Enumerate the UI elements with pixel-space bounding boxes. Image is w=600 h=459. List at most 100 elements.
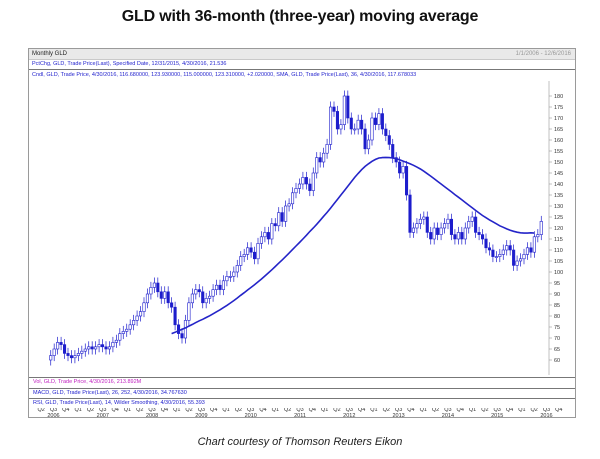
x-quarter-label: Q3: [346, 407, 353, 413]
candle-body: [135, 315, 139, 321]
candle-body: [325, 144, 329, 154]
candle-body: [304, 177, 308, 185]
candle-body: [83, 348, 87, 352]
y-tick-label: 120: [554, 226, 563, 232]
x-quarter-label: Q3: [395, 407, 402, 413]
candle-body: [525, 247, 529, 255]
x-year-label: 2016: [540, 413, 552, 419]
candle-body: [384, 128, 388, 136]
candle-body: [201, 291, 205, 304]
candle-body: [149, 287, 153, 295]
candle-body: [370, 117, 374, 141]
rsi-legend: RSI, GLD, Trade Price(Last), 14, Wilder …: [33, 400, 205, 406]
y-tick-label: 115: [554, 237, 563, 243]
candle-body: [335, 111, 339, 130]
candle-body: [436, 227, 440, 235]
candle-body: [322, 152, 326, 163]
candle-body: [190, 293, 194, 304]
candle-body: [242, 254, 246, 257]
candle-body: [145, 293, 149, 304]
candle-body: [208, 295, 212, 299]
candle-body: [349, 117, 353, 130]
candle-body: [453, 234, 457, 240]
candle-body: [180, 333, 184, 339]
y-tick-label: 65: [554, 347, 560, 353]
candle-body: [121, 331, 125, 334]
candle-body: [484, 238, 488, 249]
x-quarter-label: Q3: [444, 407, 451, 413]
candle-body: [443, 223, 447, 229]
candle-body: [536, 234, 540, 238]
candle-body: [232, 271, 236, 277]
candle-body: [474, 216, 478, 233]
candle-body: [301, 177, 305, 185]
candle-body: [398, 161, 402, 174]
candle-body: [505, 245, 509, 251]
x-year-label: 2013: [392, 413, 404, 419]
candle-body: [246, 247, 250, 255]
candle-body: [367, 139, 371, 150]
candle-body: [284, 205, 288, 222]
x-quarter-label: Q2: [37, 407, 44, 413]
x-quarter-label: Q4: [161, 407, 168, 413]
x-year-label: 2012: [343, 413, 355, 419]
candle-body: [270, 223, 274, 240]
y-tick-label: 155: [554, 149, 563, 155]
x-quarter-label: Q3: [247, 407, 254, 413]
candle-body: [491, 249, 495, 257]
x-quarter-label: Q1: [222, 407, 229, 413]
x-quarter-label: Q3: [148, 407, 155, 413]
x-quarter-label: Q4: [111, 407, 118, 413]
candle-body: [456, 232, 460, 240]
candle-body: [97, 344, 101, 348]
x-quarter-label: Q4: [457, 407, 464, 413]
candle-body: [308, 183, 312, 191]
x-quarter-label: Q1: [321, 407, 328, 413]
pctchg-divider: [29, 69, 575, 70]
x-quarter-label: Q4: [407, 407, 414, 413]
macd-legend: MACD, GLD, Trade Price(Last), 26, 252, 4…: [33, 390, 187, 396]
candle-body: [432, 227, 436, 240]
candle-body: [111, 342, 115, 348]
candle-body: [156, 282, 160, 293]
candle-body: [529, 247, 533, 253]
candle-body: [56, 342, 60, 350]
x-quarter-label: Q2: [432, 407, 439, 413]
x-quarter-label: Q4: [62, 407, 69, 413]
x-quarter-label: Q1: [370, 407, 377, 413]
candle-body: [118, 333, 122, 341]
candle-body: [235, 265, 239, 273]
y-tick-label: 135: [554, 193, 563, 199]
candle-body: [249, 247, 253, 253]
candle-body: [481, 234, 485, 240]
candle-body: [346, 95, 350, 119]
candle-body: [463, 227, 467, 240]
candle-body: [152, 282, 156, 288]
candle-body: [377, 113, 381, 125]
candle-body: [273, 223, 277, 227]
candle-body: [49, 355, 53, 361]
macd-panel: MACD, GLD, Trade Price(Last), 26, 252, 4…: [29, 388, 575, 399]
x-quarter-label: Q3: [296, 407, 303, 413]
candle-body: [125, 328, 129, 332]
x-quarter-label: Q4: [555, 407, 562, 413]
x-quarter-label: Q2: [87, 407, 94, 413]
time-axis: Q2 Q3 Q4 Q1 Q2 Q3 Q4 Q1 Q2 Q3 Q4 Q1 Q2 Q3 Q4 Q1 Q2 Q3 Q4 Q1…: [37, 407, 562, 419]
y-tick-label: 75: [554, 325, 560, 331]
candle-body: [522, 254, 526, 260]
candle-body: [405, 166, 409, 196]
candle-body: [532, 236, 536, 253]
window-title-bar: Monthly GLD 1/1/2006 - 12/6/2016: [29, 49, 575, 60]
x-quarter-label: Q4: [210, 407, 217, 413]
pctchg-legend: PctChg, GLD, Trade Price(Last), Specifie…: [32, 61, 227, 67]
candle-body: [449, 218, 453, 235]
x-quarter-label: Q1: [74, 407, 81, 413]
x-quarter-label: Q2: [185, 407, 192, 413]
candle-body: [94, 346, 98, 350]
candle-body: [183, 320, 187, 339]
candle-body: [259, 236, 263, 244]
candle-body: [439, 227, 443, 235]
window-title: Monthly GLD: [32, 51, 68, 57]
candle-body: [519, 258, 523, 262]
candle-body: [280, 212, 284, 222]
